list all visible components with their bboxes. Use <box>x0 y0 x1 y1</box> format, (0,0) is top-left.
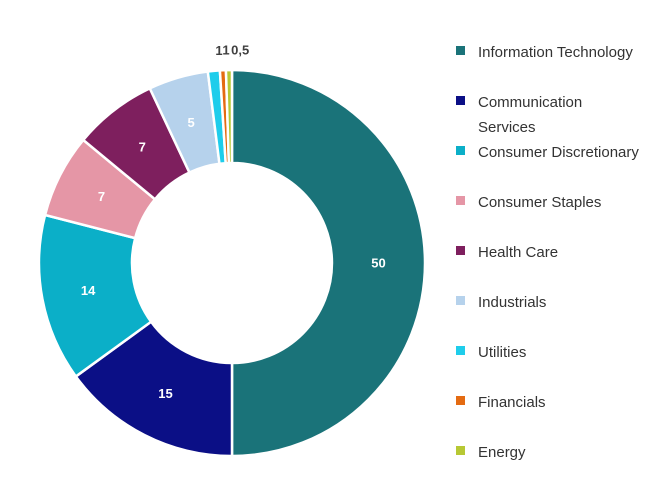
legend-label: Health Care <box>478 244 559 261</box>
data-label-health-care: 7 <box>139 140 146 155</box>
legend-label: Consumer Discretionary <box>478 144 639 161</box>
legend-swatch <box>456 96 465 105</box>
legend-swatch <box>456 46 465 55</box>
legend-swatch <box>456 296 465 305</box>
data-label-consumer-discretionary: 14 <box>81 283 96 298</box>
slice-information-technology <box>230 68 427 458</box>
legend-label: Energy <box>478 444 526 461</box>
legend-label: Industrials <box>478 294 547 311</box>
legend-swatch <box>456 196 465 205</box>
data-label-financials: 1 <box>222 43 229 58</box>
legend-label: Information Technology <box>478 44 633 61</box>
legend-swatch <box>456 396 465 405</box>
data-label-industrials: 5 <box>188 115 195 130</box>
donut-slices <box>37 68 427 458</box>
data-label-consumer-staples: 7 <box>98 189 105 204</box>
legend-swatch <box>456 146 465 155</box>
data-label-information-technology: 50 <box>371 256 385 271</box>
data-label-communication-services: 15 <box>158 386 172 401</box>
legend-label: Consumer Staples <box>478 194 602 211</box>
legend-swatch <box>456 246 465 255</box>
data-label-utilities: 1 <box>215 43 222 58</box>
legend-label: Communication Services <box>478 94 583 136</box>
slice-energy <box>224 68 234 165</box>
legend-swatch <box>456 446 465 455</box>
data-label-energy: 0,5 <box>231 43 249 58</box>
legend-label: Utilities <box>478 344 527 361</box>
legend-swatch <box>456 346 465 355</box>
legend-label: Financials <box>478 394 546 411</box>
